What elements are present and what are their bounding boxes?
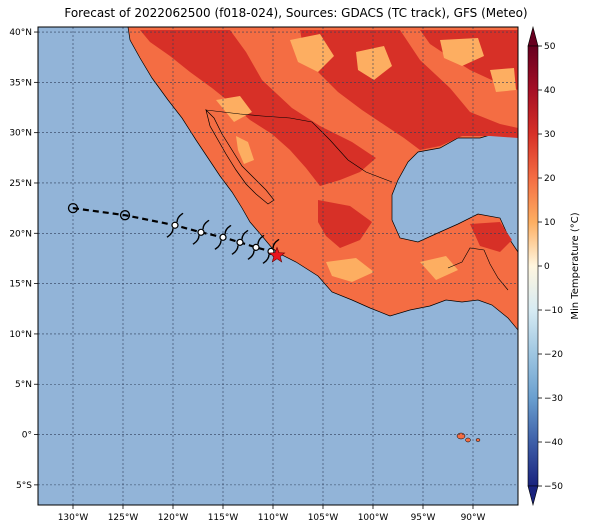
lon-tick-label: 95°W: [411, 513, 436, 523]
lat-tick-label: 20°N: [9, 229, 32, 239]
lat-tick-label: 40°N: [9, 28, 32, 38]
past-position-marker: [67, 202, 79, 214]
cyclone-symbol-icon: [166, 212, 184, 238]
cool-regions: [216, 34, 516, 282]
gridlines: [38, 27, 518, 505]
storm-track: [67, 202, 286, 264]
lat-tick-label: 35°N: [9, 78, 32, 88]
lat-tick-label: 5°N: [15, 380, 32, 390]
colorbar-tick-label: 10: [544, 218, 556, 228]
colorbar-body: [527, 45, 539, 487]
colorbar-tick-label: 50: [544, 42, 556, 52]
colorbar-tick-label: −50: [544, 482, 563, 492]
current-position-star-icon: [268, 246, 286, 263]
lon-tick-label: 90°W: [461, 513, 486, 523]
colorbar-tick-label: 30: [544, 130, 556, 140]
colorbar-tick-label: −20: [544, 350, 563, 360]
lat-tick-label: 5°S: [16, 481, 32, 491]
chart-title: Forecast of 2022062500 (f018-024), Sourc…: [64, 6, 528, 20]
lon-tick-label: 105°W: [308, 513, 339, 523]
lon-tick-label: 120°W: [158, 513, 189, 523]
colorbar-tick-label: 40: [544, 86, 556, 96]
axis-labels: 130°W 125°W 120°W 115°W 110°W 105°W 100°W 95°W 9…: [9, 28, 485, 523]
colorbar-tick-label: 20: [544, 174, 556, 184]
lat-tick-label: 10°N: [9, 330, 32, 340]
map-frame: [37, 26, 519, 506]
lon-tick-label: 100°W: [358, 513, 389, 523]
colorbar-label: Min Temperature (°C): [570, 212, 581, 319]
colorbar-tick-label: 0: [544, 262, 550, 272]
colorbar-tick-label: −10: [544, 306, 563, 316]
cyclone-symbol-icon: [231, 229, 249, 255]
land-baja-california: [205, 108, 275, 205]
lon-tick-label: 130°W: [58, 513, 89, 523]
lat-tick-label: 0°: [22, 431, 32, 441]
colorbar-bottom-arrow: [527, 485, 539, 507]
past-position-marker: [119, 210, 131, 221]
cyclone-symbol-icon: [247, 234, 265, 260]
lat-tick-label: 15°N: [9, 280, 32, 290]
lon-tick-label: 115°W: [208, 513, 239, 523]
country-borders: [205, 109, 509, 291]
colorbar-top-arrow: [527, 25, 539, 47]
lon-tick-label: 125°W: [108, 513, 139, 523]
colorbar-ticks: 50 40 30 20 10 0 −10 −20 −30 −40 −50: [538, 42, 563, 492]
lat-tick-label: 25°N: [9, 179, 32, 189]
colorbar-tick-label: −40: [544, 438, 563, 448]
lat-tick-label: 30°N: [9, 129, 32, 139]
lon-tick-label: 110°W: [258, 513, 289, 523]
colorbar: 50 40 30 20 10 0 −10 −20 −30 −40 −50 Min Temperatu…: [527, 25, 581, 507]
colorbar-tick-label: −30: [544, 394, 563, 404]
map-area: [38, 27, 518, 505]
cyclone-symbol-icon: [192, 219, 210, 245]
cyclone-symbol-icon: [214, 224, 232, 250]
